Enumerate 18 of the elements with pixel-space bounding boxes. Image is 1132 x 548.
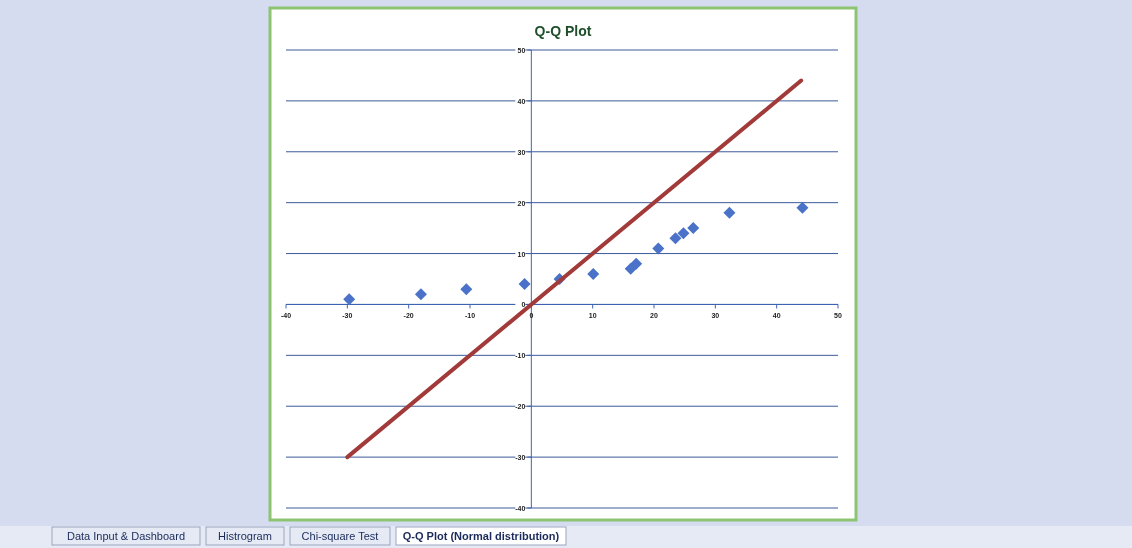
point [518,278,531,291]
point [630,257,643,270]
point [460,283,473,296]
text: Chi-square Test [301,530,379,542]
point [652,242,665,255]
point [343,293,356,306]
point [414,288,427,301]
point [587,267,600,280]
point [687,222,700,235]
point [624,262,637,275]
point [669,232,682,245]
text: Q-Q Plot (Normal distribution) [402,530,560,542]
text: Histrogram [218,530,272,542]
point [723,206,736,219]
text: Data Input & Dashboard [66,530,186,542]
point [677,227,690,240]
point [796,201,809,214]
chart-title: Q-Q Plot [534,23,592,39]
